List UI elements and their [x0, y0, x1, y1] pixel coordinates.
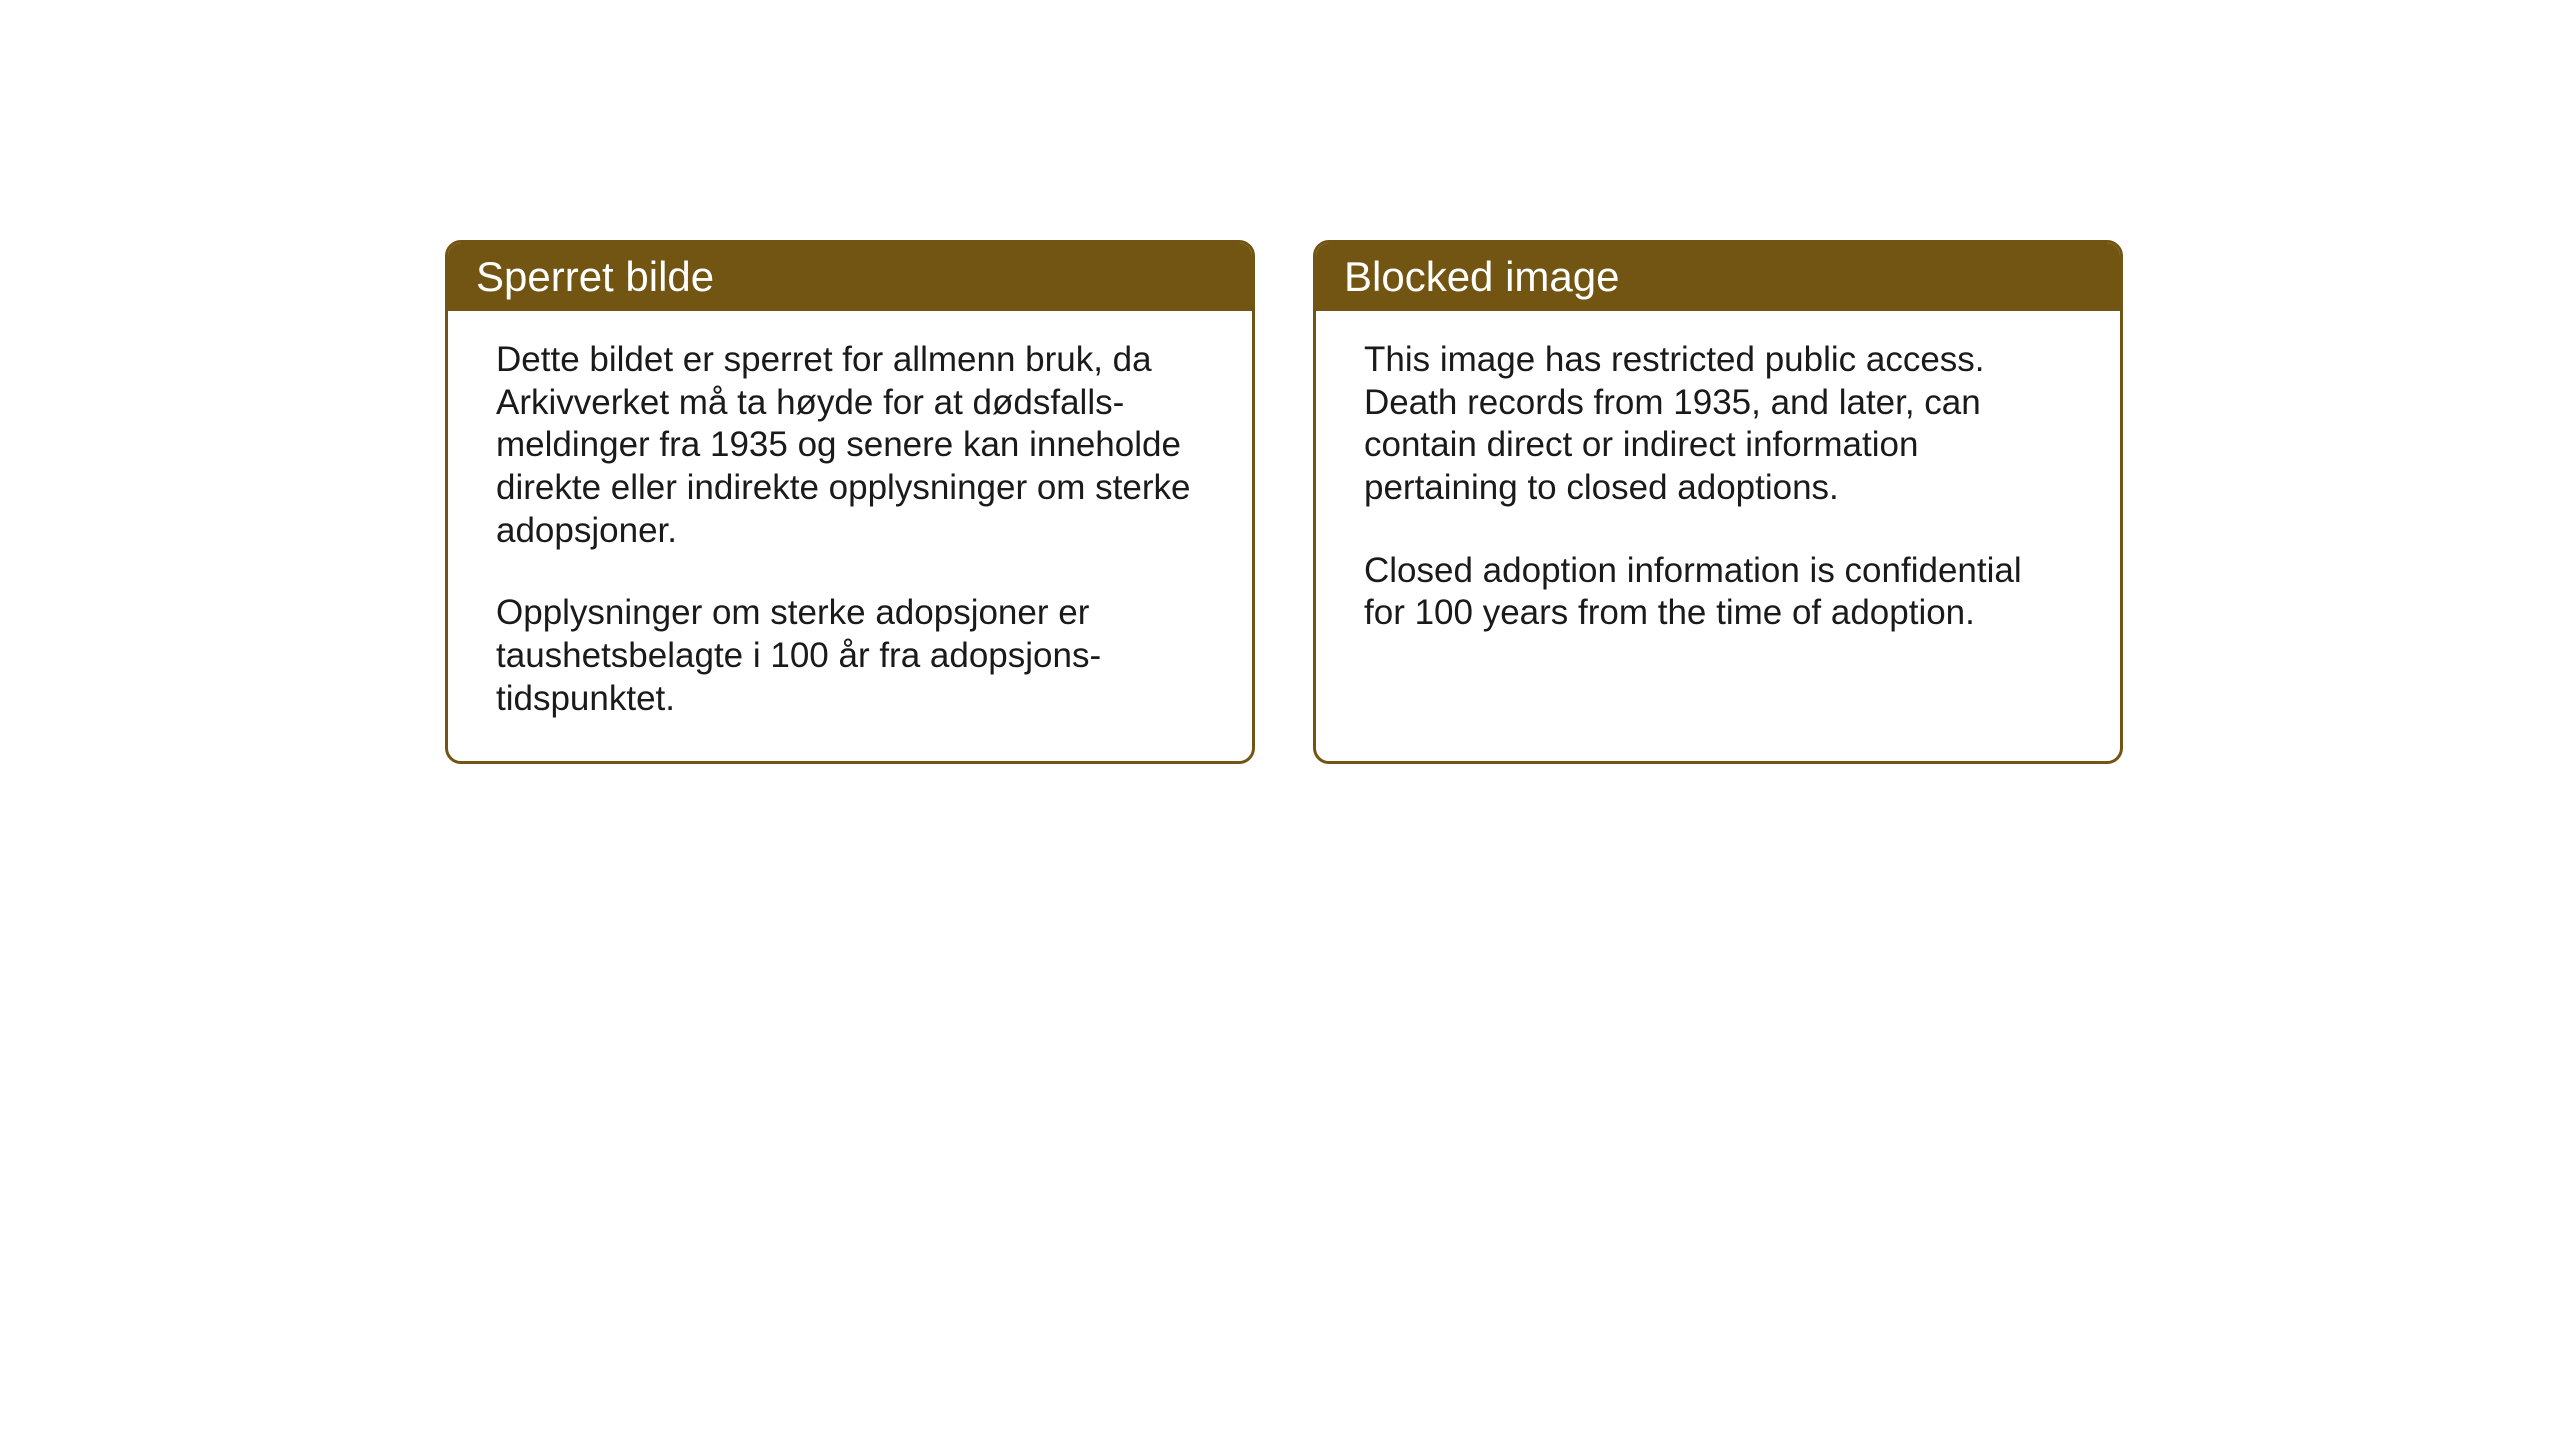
card-title: Sperret bilde [476, 253, 714, 300]
notice-container: Sperret bilde Dette bildet er sperret fo… [445, 240, 2123, 764]
card-title: Blocked image [1344, 253, 1619, 300]
card-body-norwegian: Dette bildet er sperret for allmenn bruk… [448, 311, 1252, 761]
card-header-norwegian: Sperret bilde [448, 243, 1252, 311]
notice-card-english: Blocked image This image has restricted … [1313, 240, 2123, 764]
card-paragraph-2: Opplysninger om sterke adopsjoner er tau… [496, 592, 1204, 720]
card-header-english: Blocked image [1316, 243, 2120, 311]
card-paragraph-1: Dette bildet er sperret for allmenn bruk… [496, 339, 1204, 552]
card-body-english: This image has restricted public access.… [1316, 311, 2120, 731]
card-paragraph-1: This image has restricted public access.… [1364, 339, 2072, 510]
card-paragraph-2: Closed adoption information is confident… [1364, 550, 2072, 635]
notice-card-norwegian: Sperret bilde Dette bildet er sperret fo… [445, 240, 1255, 764]
